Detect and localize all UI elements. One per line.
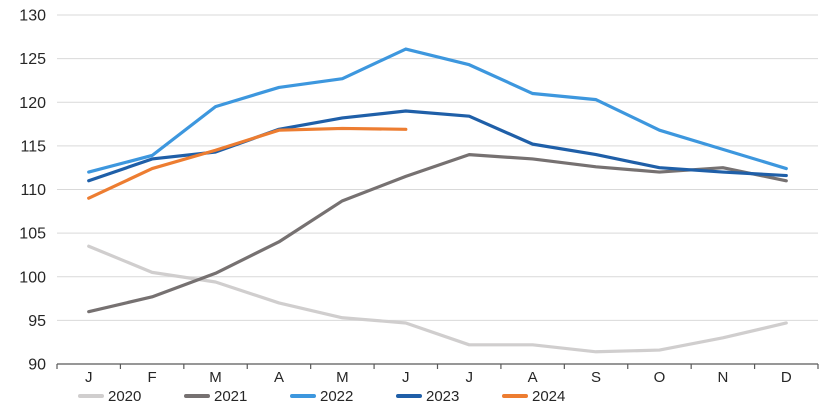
legend-label-2024: 2024 [532,387,566,405]
legend-swatch-2024 [502,394,528,398]
y-axis-label-105: 105 [19,226,46,243]
x-axis-label-5: J [402,369,410,384]
line-chart-plot: 90 95 100 105 110 115 120 125 130 J F M A M J J A S O N D [19,8,819,384]
x-axis-label-0: J [85,369,93,384]
y-axis-label-115: 115 [20,138,46,155]
legend-swatch-2022 [290,394,316,398]
legend-item-2024: 2024 [502,389,608,404]
y-axis-label-100: 100 [19,269,46,286]
legend-swatch-2021 [184,394,210,398]
x-axis-label-9: O [654,369,666,384]
legend-item-2022: 2022 [290,389,396,404]
x-axis-label-2: M [209,369,222,384]
x-axis-label-3: A [274,369,284,384]
x-axis-label-6: J [465,369,473,384]
x-axis-label-8: S [591,369,601,384]
legend-item-2023: 2023 [396,389,502,404]
legend-item-2021: 2021 [184,389,290,404]
y-axis-label-110: 110 [20,182,46,199]
x-axis-label-1: F [148,369,157,384]
x-axis-label-7: A [528,369,538,384]
legend-swatch-2023 [396,394,422,398]
y-axis-label-95: 95 [28,313,46,330]
y-axis-label-120: 120 [19,95,46,112]
legend-label-2023: 2023 [426,387,460,405]
y-axis-label-130: 130 [19,8,46,25]
chart-legend: 2020 2021 2022 2023 2024 [78,384,608,408]
x-axis-label-11: D [781,369,792,384]
legend-item-2020: 2020 [78,389,184,404]
y-axis-label-90: 90 [28,357,46,374]
legend-label-2021: 2021 [214,387,248,405]
legend-swatch-2020 [78,394,104,398]
legend-label-2020: 2020 [108,387,142,405]
series-line-2021 [87,153,788,314]
series-line-2024 [87,126,408,200]
series-line-2020 [87,244,788,354]
series-line-2022 [87,47,788,174]
x-axis-label-10: N [717,369,728,384]
x-axis-label-4: M [336,369,349,384]
legend-label-2022: 2022 [320,387,354,405]
y-axis-label-125: 125 [19,51,46,68]
